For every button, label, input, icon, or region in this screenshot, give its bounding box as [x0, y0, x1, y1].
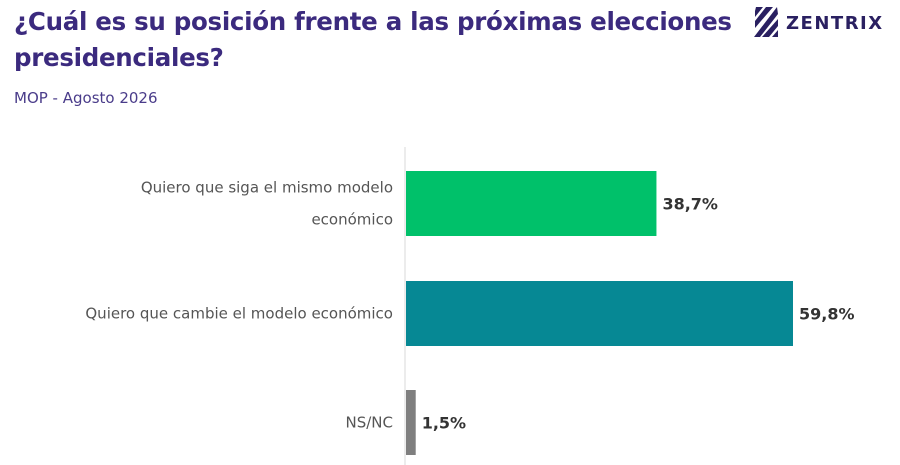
data-label-2: 1,5% [422, 414, 466, 433]
category-label-2-0: NS/NC [346, 414, 394, 432]
brand-name: ZENTRIX [786, 12, 884, 34]
bar-1 [406, 281, 793, 346]
bar-chart: 38,7% Quiero que siga el mismo modelo econ… [85, 147, 855, 465]
zentrix-logo-icon [754, 7, 778, 37]
data-label-1: 59,8% [799, 305, 855, 324]
category-label-0-1: económico [311, 211, 393, 229]
category-label-0-0: Quiero que siga el mismo modelo [141, 179, 393, 197]
category-label-1-0: Quiero que cambie el modelo económico [85, 305, 393, 323]
data-label-0: 38,7% [662, 195, 718, 214]
chart-subtitle: MOP - Agosto 2026 [14, 89, 158, 107]
chart-title: ¿Cuál es su posición frente a las próxim… [14, 7, 732, 72]
brand-logo: ZENTRIX [752, 6, 884, 40]
bar-2 [406, 390, 416, 455]
bar-0 [406, 171, 657, 236]
